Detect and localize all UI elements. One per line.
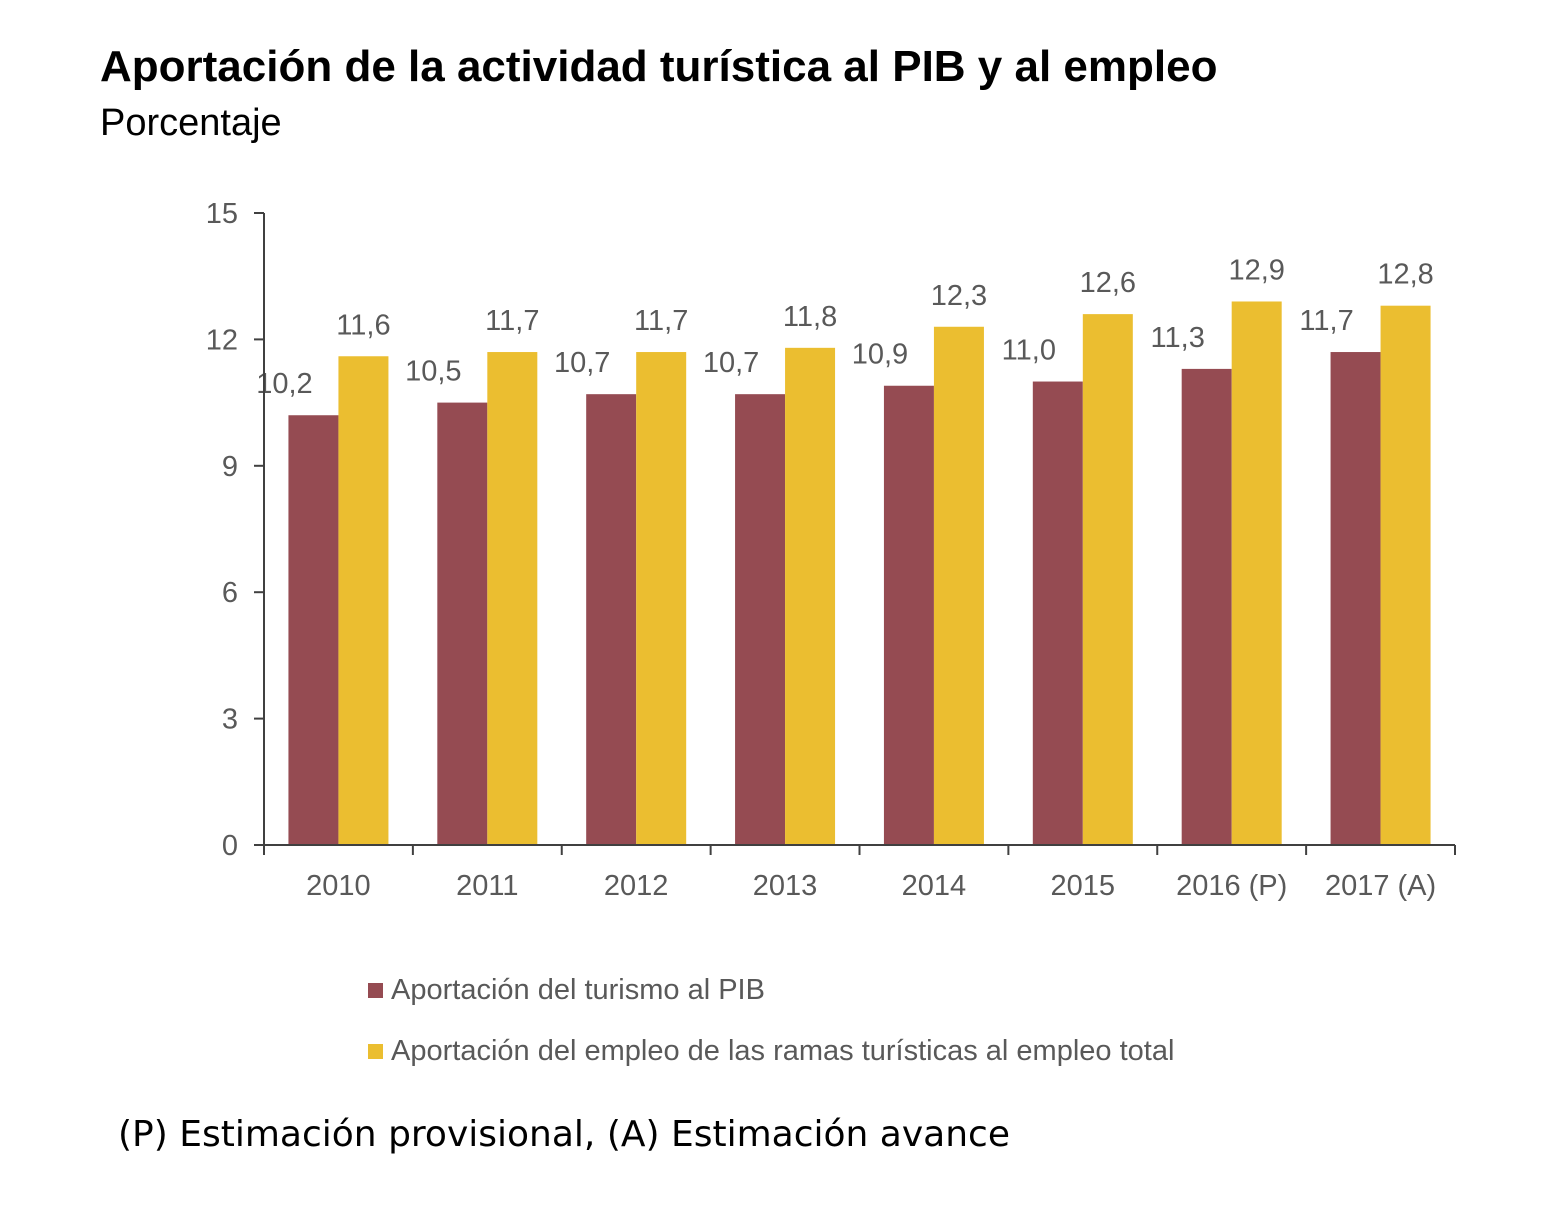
x-tick-label: 2010 xyxy=(306,870,371,902)
bar-pib xyxy=(288,415,339,845)
bar-empleo xyxy=(487,352,538,845)
data-label-pib: 10,9 xyxy=(852,339,908,371)
chart-legend: Aportación del turismo al PIB Aportación… xyxy=(368,970,1174,1092)
chart-title: Aportación de la actividad turística al … xyxy=(100,42,1218,91)
bar-pib xyxy=(883,385,934,845)
y-tick-label: 9 xyxy=(222,451,238,483)
y-tick-label: 15 xyxy=(206,198,238,230)
y-tick-label: 12 xyxy=(206,324,238,356)
data-label-empleo: 11,6 xyxy=(336,309,390,341)
bar-pib xyxy=(735,394,786,845)
data-label-pib: 10,5 xyxy=(405,356,461,388)
data-label-empleo: 11,8 xyxy=(783,301,837,333)
x-tick-label: 2017 (A) xyxy=(1325,870,1436,902)
y-tick-label: 3 xyxy=(222,704,238,736)
data-label-empleo: 12,3 xyxy=(931,280,987,312)
legend-label-pib: Aportación del turismo al PIB xyxy=(391,973,765,1006)
footnote: (P) Estimación provisional, (A) Estimaci… xyxy=(118,1114,1010,1155)
legend-item-empleo: Aportación del empleo de las ramas turís… xyxy=(368,1031,1174,1071)
y-tick-label: 6 xyxy=(222,577,238,609)
data-label-pib: 11,0 xyxy=(1002,335,1056,367)
bar-pib xyxy=(1032,381,1083,845)
bar-pib xyxy=(1330,352,1381,845)
bar-pib xyxy=(586,394,637,845)
x-tick-label: 2015 xyxy=(1051,870,1116,902)
y-tick-label: 0 xyxy=(222,830,238,862)
data-label-pib: 10,7 xyxy=(703,347,759,379)
legend-swatch-empleo xyxy=(368,1043,383,1059)
data-label-empleo: 12,9 xyxy=(1228,254,1284,286)
bar-empleo xyxy=(1231,301,1282,846)
legend-swatch-pib xyxy=(368,982,383,998)
data-label-pib: 11,3 xyxy=(1151,322,1205,354)
bar-pib xyxy=(1181,368,1232,845)
data-label-empleo: 12,6 xyxy=(1080,267,1136,299)
x-tick-label: 2011 xyxy=(456,870,518,902)
bar-empleo xyxy=(933,326,984,845)
x-tick-label: 2013 xyxy=(753,870,818,902)
bar-empleo xyxy=(338,356,389,845)
data-label-empleo: 11,7 xyxy=(485,305,539,337)
data-label-empleo: 12,8 xyxy=(1377,259,1433,291)
x-tick-label: 2016 (P) xyxy=(1176,870,1287,902)
chart-subtitle: Porcentaje xyxy=(100,102,282,144)
bar-empleo xyxy=(1380,305,1431,845)
x-tick-label: 2014 xyxy=(902,870,967,902)
data-label-empleo: 11,7 xyxy=(634,305,688,337)
legend-item-pib: Aportación del turismo al PIB xyxy=(368,970,1174,1010)
bar-empleo xyxy=(1082,314,1133,845)
data-label-pib: 10,2 xyxy=(256,368,312,400)
bar-empleo xyxy=(636,352,687,845)
bar-empleo xyxy=(785,347,836,845)
data-label-pib: 11,7 xyxy=(1299,305,1353,337)
legend-label-empleo: Aportación del empleo de las ramas turís… xyxy=(391,1034,1175,1067)
x-tick-label: 2012 xyxy=(604,870,669,902)
data-label-pib: 10,7 xyxy=(554,347,610,379)
bar-pib xyxy=(437,402,488,845)
